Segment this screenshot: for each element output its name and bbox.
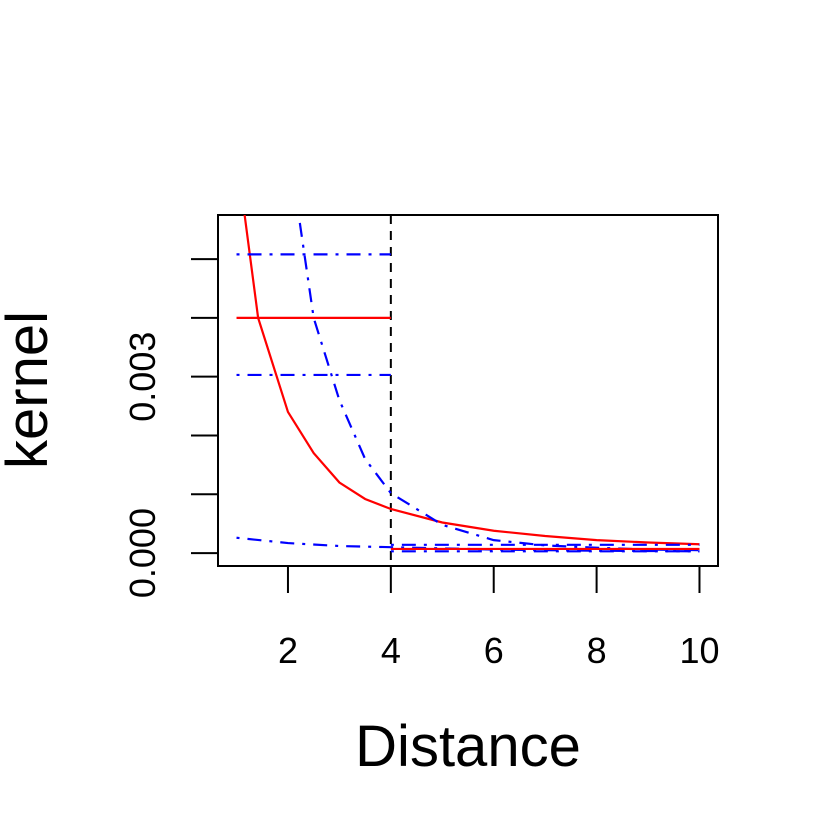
- data-line: [243, 215, 700, 546]
- data-line: [236, 536, 700, 553]
- x-axis-title: Distance: [355, 714, 581, 779]
- plot-frame: [217, 214, 719, 567]
- y-tick-label: 0.003: [122, 332, 163, 422]
- x-tick-label: 8: [587, 630, 607, 671]
- y-tick-label: 0.000: [122, 508, 163, 598]
- x-tick-label: 4: [381, 630, 401, 671]
- y-axis-title: kernel: [0, 311, 60, 469]
- plot-area: [236, 215, 700, 566]
- x-tick-label: 2: [278, 630, 298, 671]
- x-tick-label: 10: [679, 630, 719, 671]
- x-tick-label: 6: [484, 630, 504, 671]
- data-line: [297, 215, 700, 552]
